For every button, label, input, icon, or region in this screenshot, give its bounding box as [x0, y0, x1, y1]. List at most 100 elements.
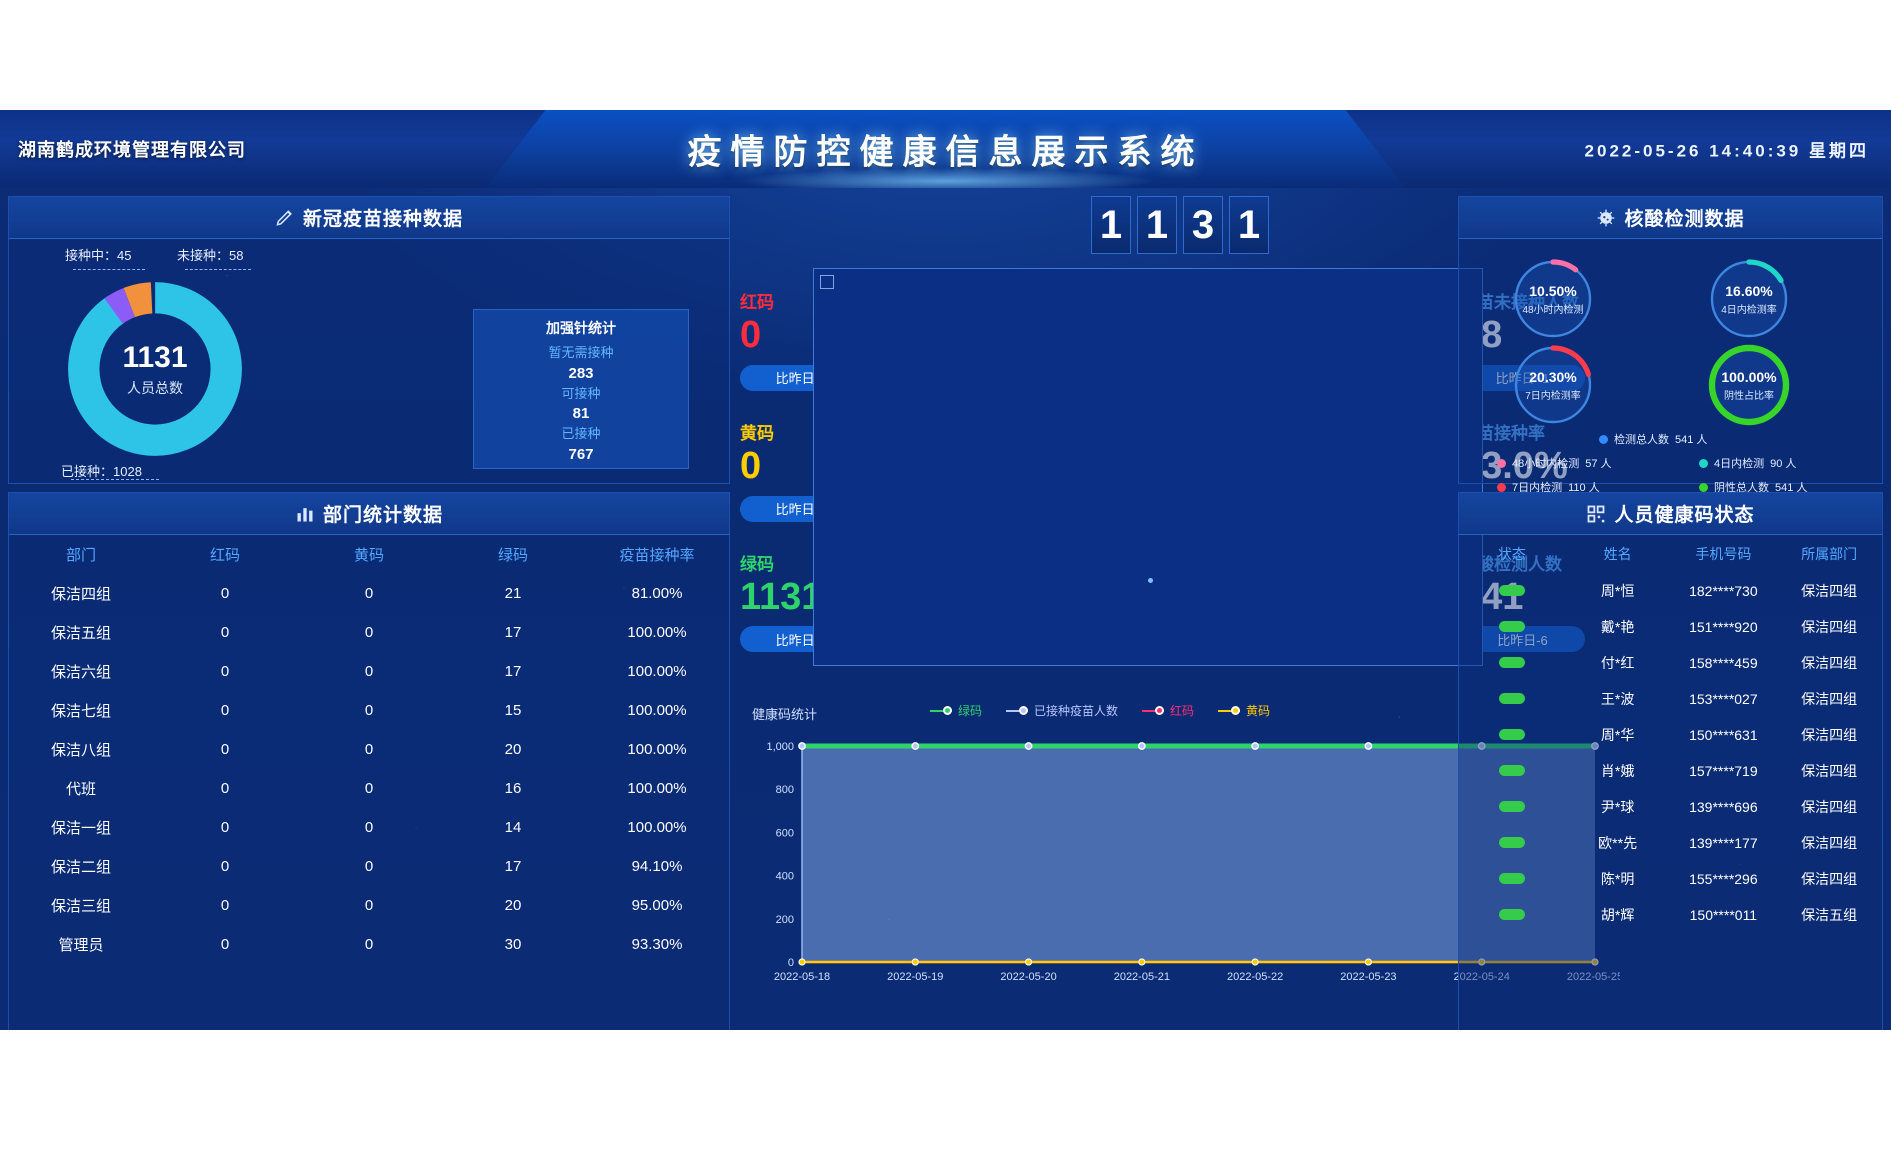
table-row[interactable]: 周*恒 182****730 保洁四组 — [1459, 573, 1882, 609]
table-row[interactable]: 王*波 153****027 保洁四组 — [1459, 681, 1882, 717]
counter-digit-3: 1 — [1229, 196, 1269, 254]
dept-cell-red: 0 — [220, 858, 230, 875]
health-cell-dept: 保洁四组 — [1801, 835, 1858, 851]
dept-cell-name: 代班 — [65, 781, 96, 798]
nucleic-legend-label-2: 4日内检测 — [1714, 458, 1765, 470]
table-row[interactable]: 戴*艳 151****920 保洁四组 — [1459, 609, 1882, 645]
gauge-label-1: 4日内检测率 — [1721, 304, 1777, 316]
datetime-display: 2022-05-26 14:40:39 星期四 — [1584, 141, 1869, 161]
table-row[interactable]: 周*华 150****631 保洁四组 — [1459, 717, 1882, 753]
nucleic-gauges: 10.50% 48小时内检测 16.60% 4日内检测率 20.30% 7日内检测率 100… — [1459, 239, 1882, 429]
gauge-ring — [1708, 344, 1790, 426]
chart-title: 健康码统计 — [752, 707, 818, 722]
health-cell-dept: 保洁四组 — [1801, 799, 1858, 815]
dept-cell-name: 保洁二组 — [50, 859, 111, 876]
health-table: 状态 姓名 手机号码 所属部门 周*恒 182****730 保洁四组 戴*艳 151*… — [1459, 535, 1882, 933]
dept-cell-rate: 100.00% — [627, 819, 687, 836]
chart-legend-item-2[interactable]: 红码 — [1142, 702, 1194, 719]
dept-cell-rate: 95.00% — [631, 897, 683, 914]
table-row[interactable]: 肖*娥 157****719 保洁四组 — [1459, 753, 1882, 789]
health-cell-dept: 保洁五组 — [1801, 907, 1858, 923]
dept-cell-rate: 94.10% — [631, 858, 683, 875]
dept-cell-red: 0 — [220, 741, 230, 758]
health-cell-dept: 保洁四组 — [1801, 763, 1858, 779]
callout-not-vaccinated: 未接种：58 — [177, 248, 244, 263]
legend-dot — [1497, 458, 1506, 468]
table-row[interactable]: 管理员 0 0 30 93.30% — [9, 925, 729, 964]
status-badge — [1498, 801, 1525, 812]
health-cell-status — [1459, 573, 1565, 609]
dept-col-name: 部门 — [65, 547, 96, 564]
dept-panel-header: 部门统计数据 — [9, 493, 729, 535]
callout-vaccinated-line — [71, 479, 159, 480]
table-row[interactable]: 保洁六组 0 0 17 100.00% — [9, 652, 729, 691]
chart-legend-item-0[interactable]: 绿码 — [930, 702, 982, 719]
table-row[interactable]: 尹*球 139****696 保洁四组 — [1459, 789, 1882, 825]
health-cell-name: 戴*艳 — [1600, 619, 1635, 635]
nucleic-legend-label-3: 7日内检测 — [1512, 482, 1563, 494]
table-row[interactable]: 保洁七组 0 0 15 100.00% — [9, 691, 729, 730]
svg-text:2022-05-22: 2022-05-22 — [1227, 971, 1283, 983]
table-row[interactable]: 付*红 158****459 保洁四组 — [1459, 645, 1882, 681]
broken-image-icon — [820, 275, 834, 289]
dept-cell-rate: 93.30% — [631, 936, 683, 953]
dept-col-rate: 疫苗接种率 — [619, 547, 695, 564]
nucleic-legend-item-1: 48小时内检测 57 人 — [1497, 455, 1612, 471]
table-row[interactable]: 保洁一组 0 0 14 100.00% — [9, 808, 729, 847]
bar-chart-icon — [295, 504, 315, 524]
health-cell-phone: 139****696 — [1689, 799, 1758, 815]
dept-cell-green: 21 — [504, 585, 522, 602]
kpi-unvaccinated-delta[interactable]: 比昨日+1 — [1460, 364, 1585, 391]
health-cell-phone: 157****719 — [1689, 763, 1758, 779]
health-status-panel: 人员健康码状态 状态 姓名 手机号码 所属部门 周*恒 182****730 保洁四… — [1458, 492, 1883, 1030]
svg-text:2022-05-21: 2022-05-21 — [1114, 971, 1170, 983]
gauge-1: 16.60% 4日内检测率 — [1707, 257, 1791, 341]
dept-cell-name: 保洁一组 — [50, 820, 111, 837]
gauge-ring — [1709, 259, 1789, 339]
dept-cell-red: 0 — [220, 897, 230, 914]
chart-legend-item-3[interactable]: 黄码 — [1218, 702, 1270, 719]
svg-text:2022-05-23: 2022-05-23 — [1340, 971, 1396, 983]
health-cell-status — [1459, 897, 1565, 933]
table-row[interactable]: 保洁五组 0 0 17 100.00% — [9, 613, 729, 652]
table-row[interactable]: 欧**先 139****177 保洁四组 — [1459, 825, 1882, 861]
table-row[interactable]: 保洁四组 0 0 21 81.00% — [9, 574, 729, 613]
table-row[interactable]: 胡*辉 150****011 保洁五组 — [1459, 897, 1882, 933]
status-badge — [1498, 837, 1525, 848]
gauge-3: 100.00% 阴性占比率 — [1707, 343, 1791, 427]
counter-digit-2: 3 — [1183, 196, 1223, 254]
table-row[interactable]: 保洁二组 0 0 17 94.10% — [9, 847, 729, 886]
table-row[interactable]: 保洁八组 0 0 20 100.00% — [9, 730, 729, 769]
header-center-banner — [485, 110, 1406, 188]
health-cell-dept: 保洁四组 — [1801, 727, 1858, 743]
health-cell-status — [1459, 717, 1565, 753]
health-cell-phone: 150****631 — [1689, 727, 1758, 743]
video-placeholder[interactable] — [813, 268, 1483, 666]
dept-panel-title: 部门统计数据 — [322, 505, 443, 526]
table-row[interactable]: 代班 0 0 16 100.00% — [9, 769, 729, 808]
dept-cell-rate: 100.00% — [627, 663, 687, 680]
callout-vaccinated: 已接种：1028 — [61, 464, 142, 479]
chart-legend-item-1[interactable]: 已接种疫苗人数 — [1006, 702, 1118, 719]
chart-legend-label-1: 已接种疫苗人数 — [1034, 704, 1119, 718]
nucleic-legend-value-3: 110 人 — [1568, 482, 1600, 494]
dept-cell-name: 保洁六组 — [50, 664, 111, 681]
counter-digit-1: 1 — [1137, 196, 1177, 254]
company-name: 湖南鹤成环境管理有限公司 — [18, 140, 246, 160]
dept-cell-green: 20 — [504, 897, 522, 914]
svg-text:2022-05-18: 2022-05-18 — [774, 971, 830, 983]
dept-cell-green: 17 — [504, 858, 522, 875]
nucleic-legend-label-4: 阴性总人数 — [1714, 482, 1769, 494]
legend-dot — [1699, 458, 1708, 468]
table-row[interactable]: 陈*明 155****296 保洁四组 — [1459, 861, 1882, 897]
vaccine-panel: 新冠疫苗接种数据 1131 人员总数 接种中：45 未接种：58 已接种：102… — [8, 196, 730, 511]
status-badge — [1498, 765, 1525, 776]
dept-cell-red: 0 — [220, 585, 230, 602]
nucleic-legend-value-1: 57 人 — [1585, 458, 1612, 470]
health-cell-phone: 150****011 — [1689, 907, 1758, 923]
table-row[interactable]: 保洁三组 0 0 20 95.00% — [9, 886, 729, 925]
status-badge — [1498, 909, 1525, 920]
kpi-red-label: 红码 — [740, 293, 774, 312]
dept-cell-green: 17 — [504, 663, 522, 680]
